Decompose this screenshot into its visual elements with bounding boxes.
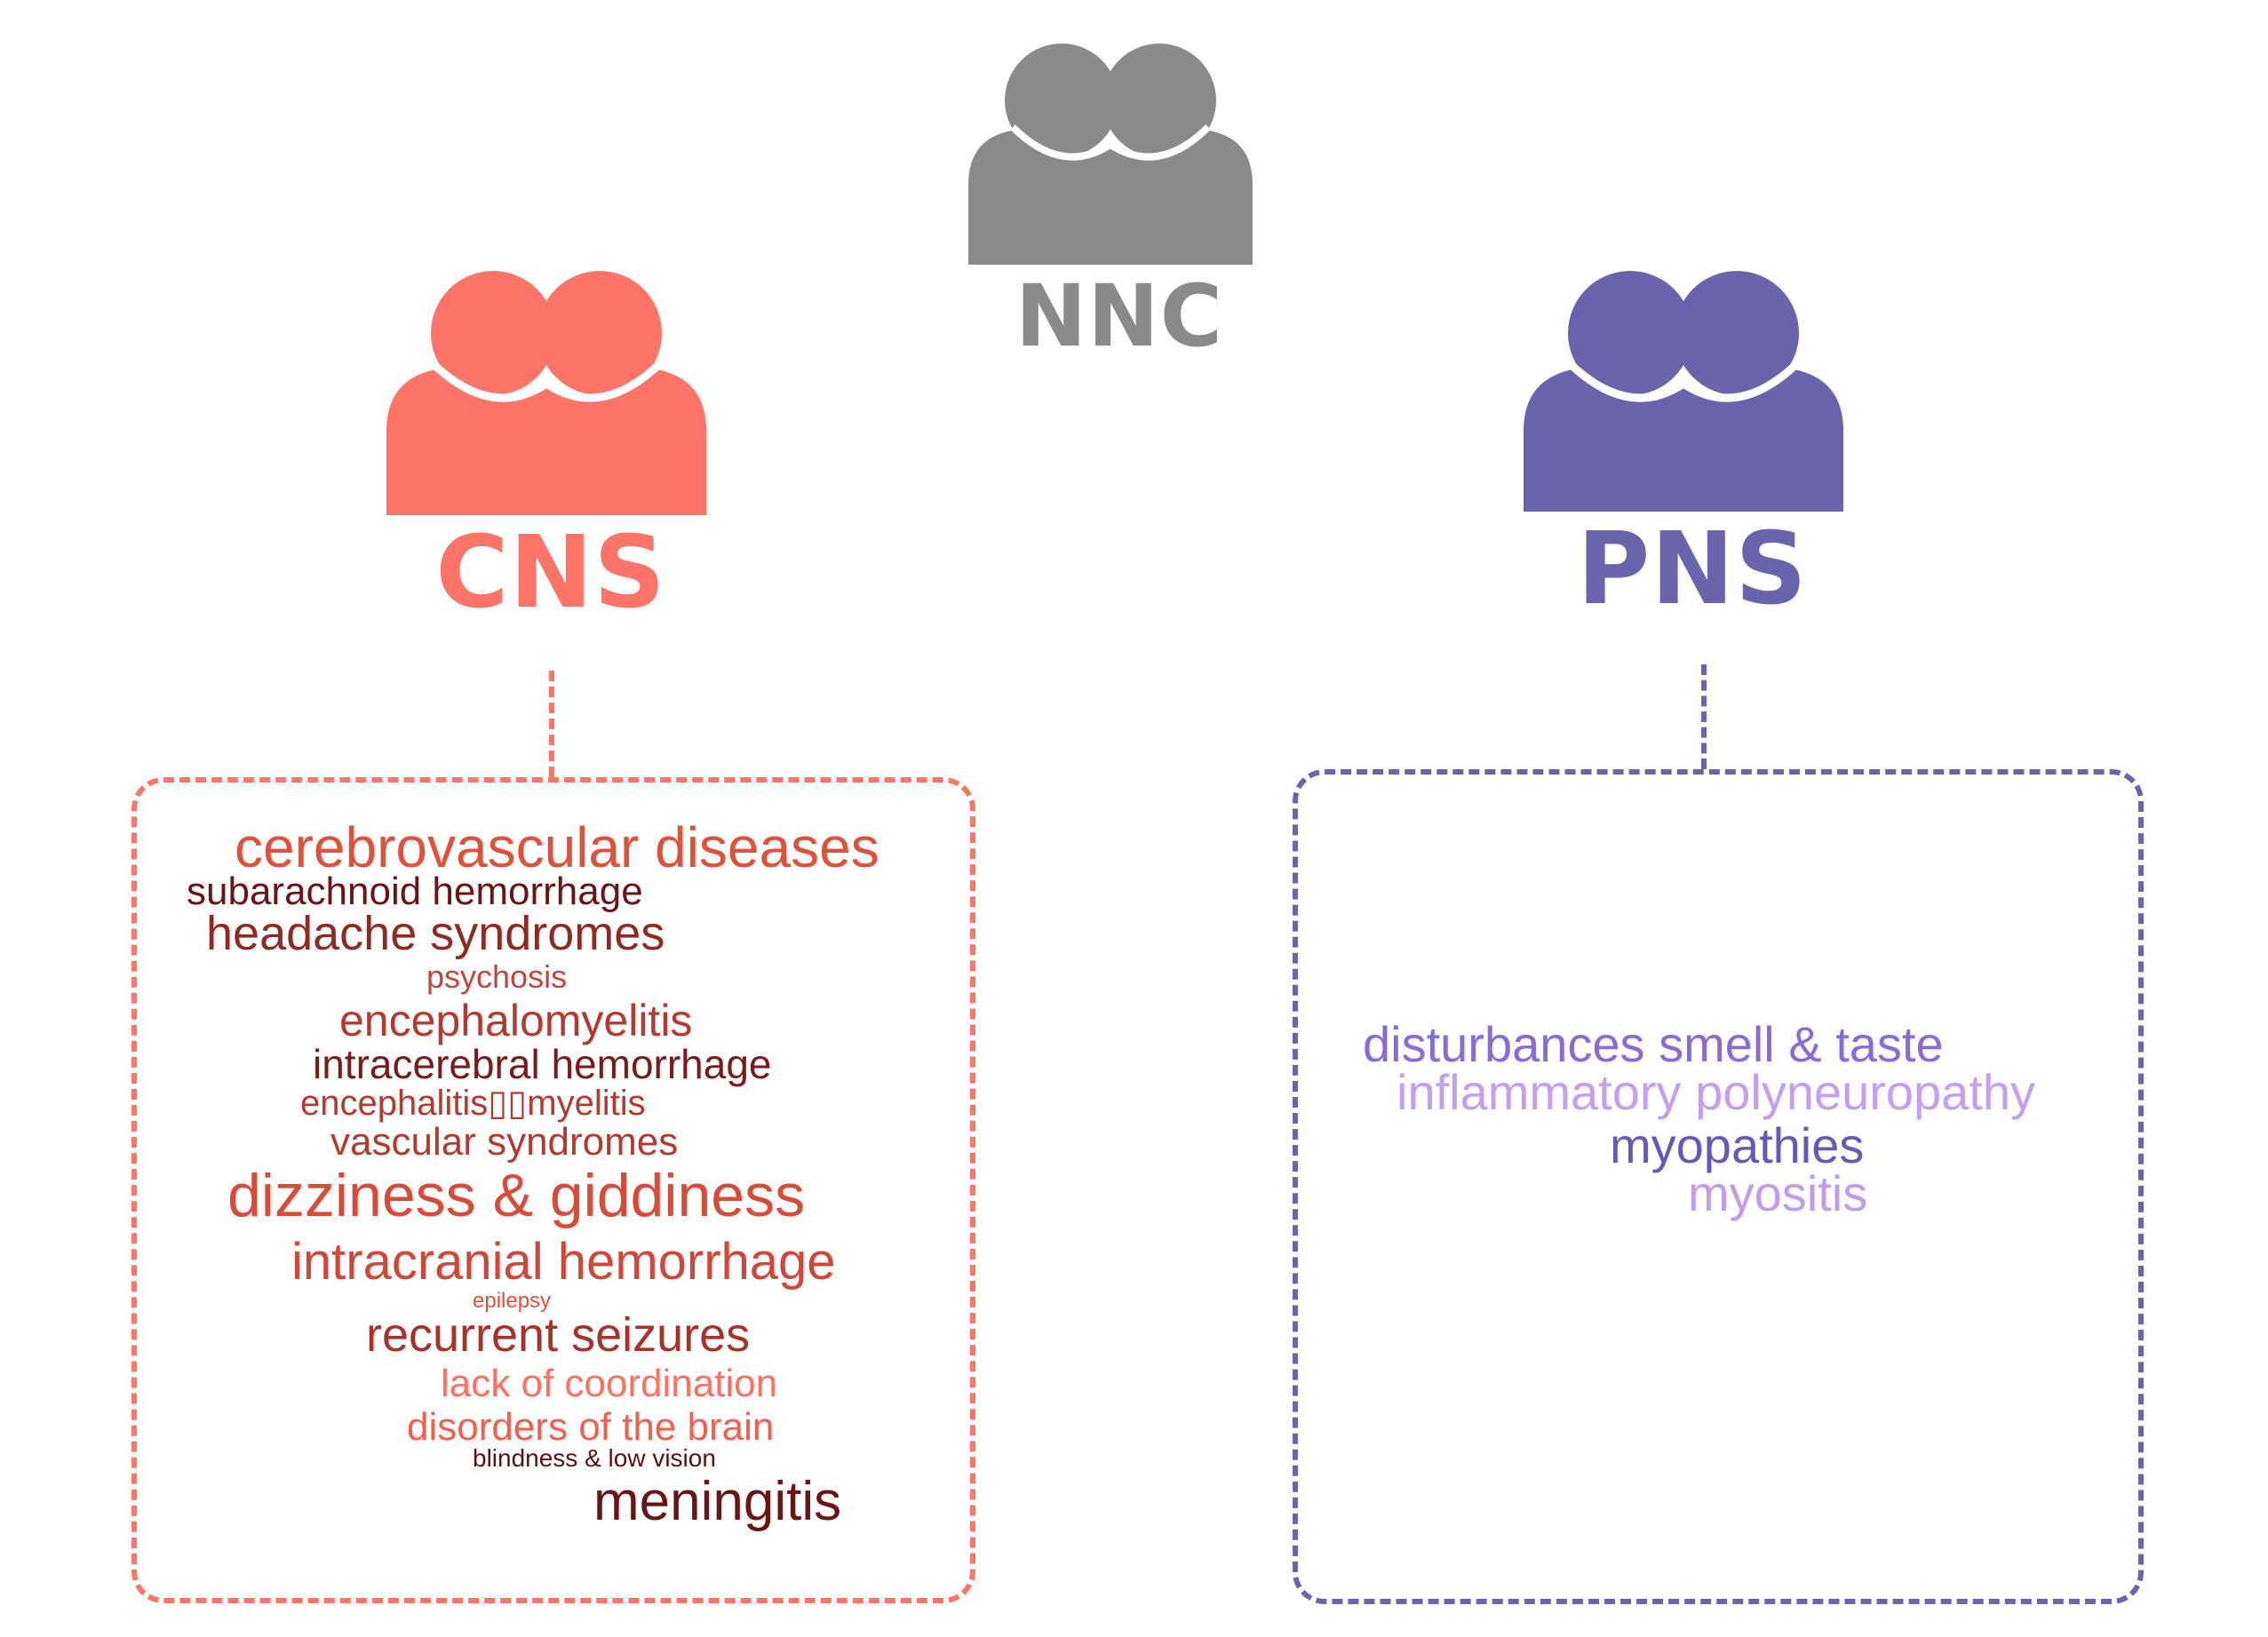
nnc-label: NNC [1015, 266, 1224, 366]
pns-label: PNS [1577, 512, 1808, 627]
cns-people-icon [386, 271, 706, 515]
pns-connector-line [1701, 664, 1707, 769]
cns-term: epilepsy [473, 1289, 552, 1313]
pns-term: inflammatory polyneuropathy [1397, 1064, 2036, 1120]
cns-term: cerebrovascular diseases [235, 815, 879, 879]
cns-term: encephalitis▯▯myelitis [300, 1084, 646, 1123]
cns-term: lack of coordination [441, 1362, 778, 1405]
cns-term: encephalomyelitis [339, 996, 693, 1045]
cns-term: recurrent seizures [366, 1308, 751, 1362]
pns-term: myositis [1688, 1165, 1868, 1221]
cns-term: psychosis [426, 958, 568, 995]
cns-term: disorders of the brain [407, 1405, 775, 1449]
cns-connector-line [549, 671, 554, 777]
cns-label: CNS [435, 515, 666, 631]
pns-term: disturbances smell & taste [1363, 1016, 1944, 1072]
pns-term-box [1293, 769, 2144, 1604]
cns-term: intracranial hemorrhage [291, 1233, 836, 1291]
cns-term: vascular syndromes [330, 1120, 679, 1164]
cns-term: meningitis [593, 1471, 842, 1532]
pns-term: myopathies [1610, 1117, 1865, 1173]
cns-term: blindness & low vision [473, 1444, 716, 1472]
cns-term: dizziness & giddiness [227, 1162, 806, 1229]
pns-people-icon [1524, 271, 1843, 512]
cns-term-box [131, 777, 975, 1603]
nnc-people-icon [968, 44, 1253, 265]
cns-term: intracerebral hemorrhage [313, 1041, 772, 1087]
cns-term: headache syndromes [206, 907, 665, 960]
cns-term: subarachnoid hemorrhage [187, 870, 643, 913]
